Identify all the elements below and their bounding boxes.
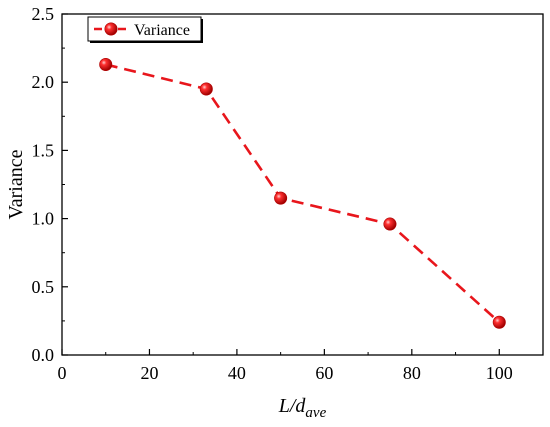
x-tick-label: 0: [58, 363, 67, 383]
y-tick-label: 2.0: [32, 72, 55, 92]
data-point: [99, 57, 113, 71]
data-point: [274, 191, 288, 205]
x-tick-label: 80: [403, 363, 421, 383]
series-layer: [99, 57, 506, 329]
series-line: [105, 63, 501, 324]
y-tick-label: 2.5: [32, 4, 55, 24]
x-axis-title: L/dave: [278, 395, 327, 421]
legend-label: Variance: [134, 22, 190, 39]
axes: 0 20 40 60 80 100 0.0 0.5 1.0 1.5 2.0 2.5 Variance L/…: [5, 4, 544, 421]
legend-marker: [104, 22, 118, 36]
y-axis-title: Variance: [5, 149, 27, 219]
x-tick-label: 40: [228, 363, 246, 383]
y-tick-label: 0.0: [32, 345, 55, 365]
y-tick-label: 1.0: [32, 209, 55, 229]
x-tick-label: 100: [486, 363, 513, 383]
x-tick-label: 20: [140, 363, 158, 383]
data-point: [383, 217, 397, 231]
legend: Variance: [87, 16, 203, 43]
y-tick-label: 1.5: [32, 140, 55, 160]
x-tick-label: 60: [315, 363, 333, 383]
data-point: [492, 315, 506, 329]
data-point: [199, 82, 213, 96]
plot-frame: [61, 13, 544, 356]
y-tick-label: 0.5: [32, 277, 55, 297]
